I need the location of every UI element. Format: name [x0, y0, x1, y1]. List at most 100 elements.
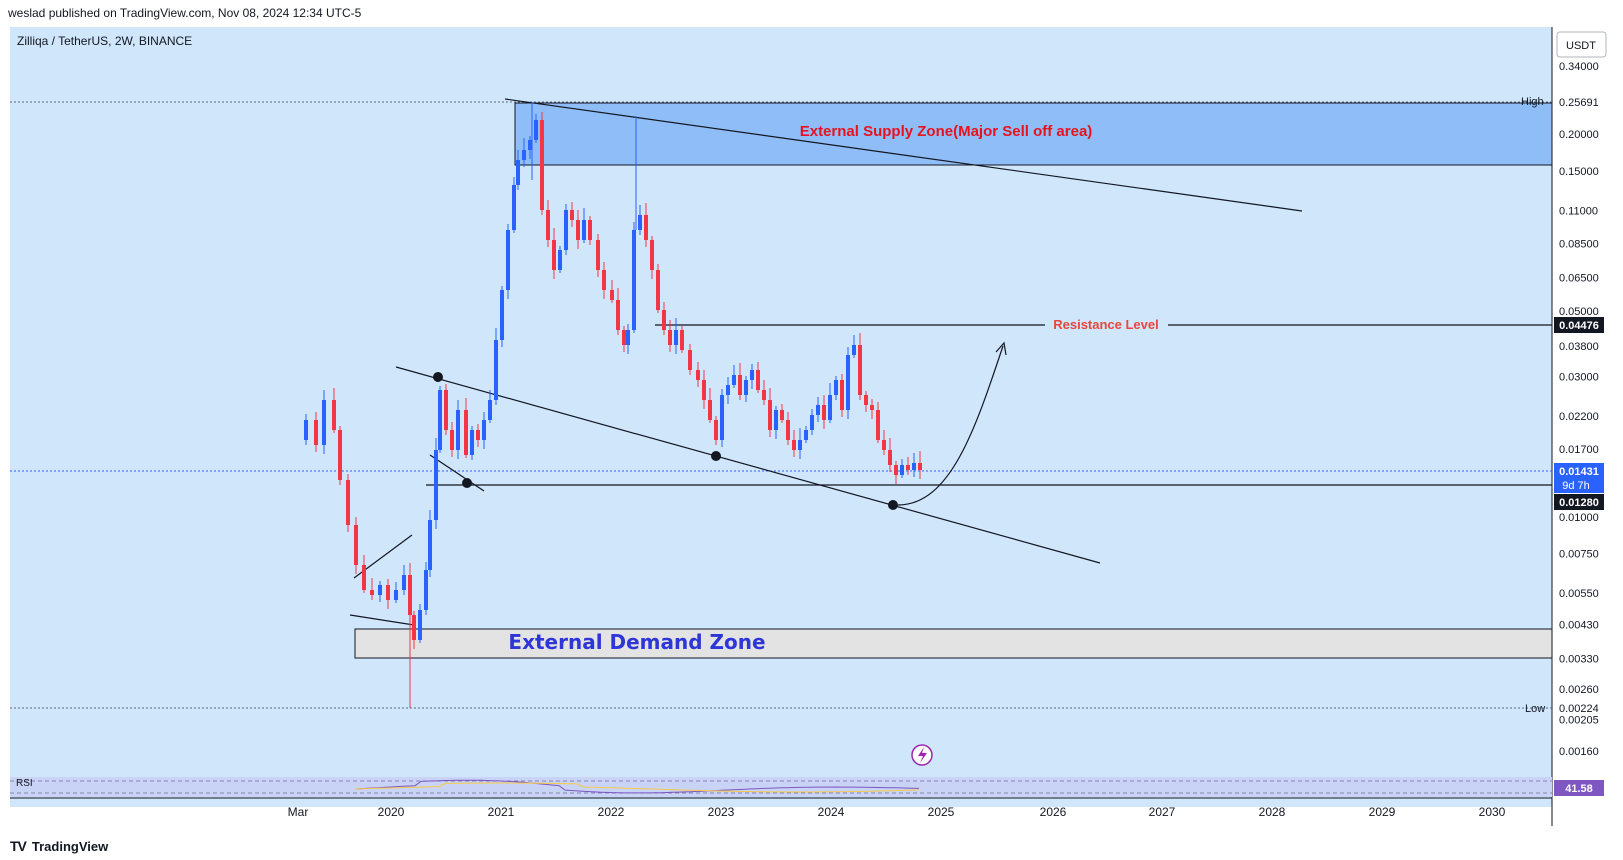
- supply-zone[interactable]: [514, 102, 1553, 166]
- candle-body: [506, 230, 510, 290]
- y-axis-ticks: 0.34000 0.20000 0.15000 0.11000 0.08500 0.065…: [1559, 61, 1599, 758]
- candle-body: [864, 395, 868, 405]
- y-tick-label: 0.11000: [1559, 205, 1598, 217]
- candle-body: [470, 430, 474, 455]
- candle-body: [546, 210, 550, 240]
- y-tick-label: 0.15000: [1559, 166, 1599, 178]
- candle-body: [494, 340, 498, 400]
- candle-body: [918, 463, 922, 470]
- candle-body: [680, 330, 684, 350]
- x-tick-label: 2026: [1040, 805, 1067, 819]
- candle-body: [500, 290, 504, 340]
- candle-body: [792, 440, 796, 450]
- candle-body: [688, 350, 692, 370]
- candle-body: [476, 430, 480, 440]
- candle-body: [834, 380, 838, 395]
- high-label: High: [1521, 96, 1544, 108]
- small-trendline-3[interactable]: [349, 614, 415, 626]
- small-trendline-1[interactable]: [429, 454, 485, 492]
- candle-body: [702, 380, 706, 400]
- y-tick-label: 0.03000: [1559, 371, 1599, 383]
- candle-body: [650, 240, 654, 270]
- pivot-point[interactable]: [711, 451, 721, 461]
- candle-body: [822, 405, 826, 420]
- y-tick-label: 0.00550: [1559, 588, 1599, 600]
- candle-body: [418, 610, 422, 640]
- lightning-glyph: [918, 747, 927, 763]
- candle-body: [540, 120, 544, 210]
- pivot-point[interactable]: [462, 478, 472, 488]
- candle-body: [674, 330, 678, 345]
- high-value: 0.25691: [1559, 97, 1599, 109]
- candle-body: [632, 230, 636, 330]
- candle-body: [840, 380, 844, 410]
- x-tick-label: 2021: [488, 805, 515, 819]
- candle-body: [428, 520, 432, 570]
- low-label: Low: [1525, 703, 1545, 715]
- x-tick-label: 2022: [598, 805, 625, 819]
- demand-zone-label: External Demand Zone: [508, 630, 765, 654]
- candles[interactable]: [304, 102, 922, 708]
- candle-body: [816, 405, 820, 415]
- tradingview-logo[interactable]: TV TradingView: [10, 838, 108, 854]
- rsi-value: 41.58: [1565, 783, 1593, 795]
- candle-body: [602, 270, 606, 290]
- upper-trendline[interactable]: [504, 98, 1303, 212]
- x-tick-label: 2028: [1259, 805, 1286, 819]
- candle-body: [804, 430, 808, 440]
- candle-body: [668, 330, 672, 345]
- x-tick-label: 2025: [928, 805, 955, 819]
- candle-body: [576, 220, 580, 240]
- candle-body: [638, 215, 642, 230]
- candle-body: [370, 590, 374, 595]
- candle-body: [750, 370, 754, 380]
- candle-body: [906, 465, 910, 470]
- price-axis[interactable]: [1552, 27, 1623, 827]
- candle-body: [738, 375, 742, 395]
- currency-button[interactable]: [1556, 31, 1607, 58]
- candle-body: [720, 395, 724, 440]
- pivot-point[interactable]: [888, 500, 898, 510]
- candle-body: [846, 355, 850, 410]
- candle-body: [304, 420, 308, 440]
- y-tick-label: 0.00160: [1559, 746, 1599, 758]
- x-tick-label: 2027: [1149, 805, 1176, 819]
- candle-body: [696, 370, 700, 380]
- candle-body: [408, 575, 412, 615]
- x-tick-label: 2024: [818, 805, 845, 819]
- support-price-tag: [1554, 494, 1604, 510]
- candle-body: [332, 400, 336, 430]
- x-tick-label: 2023: [708, 805, 735, 819]
- candle-body: [362, 565, 366, 590]
- candle-body: [626, 330, 630, 345]
- candle-body: [534, 120, 538, 140]
- demand-zone[interactable]: [354, 628, 1553, 659]
- candle-body: [774, 410, 778, 430]
- pivot-point[interactable]: [433, 372, 443, 382]
- candle-body: [708, 400, 712, 420]
- rsi-pane: [10, 777, 1552, 797]
- candle-body: [582, 220, 586, 240]
- supply-zone-label: External Supply Zone(Major Sell off area…: [800, 123, 1093, 140]
- candle-body: [434, 450, 438, 520]
- candle-body: [894, 465, 898, 475]
- x-tick-label: 2020: [378, 805, 405, 819]
- lower-trendline[interactable]: [395, 366, 1101, 564]
- candle-body: [354, 525, 358, 565]
- publisher-header: weslad published on TradingView.com, Nov…: [8, 6, 362, 20]
- y-tick-label: 0.01000: [1559, 512, 1599, 524]
- projection-curve[interactable]: [897, 345, 1004, 506]
- x-tick-label: 2030: [1479, 805, 1506, 819]
- candle-body: [852, 345, 856, 355]
- candle-body: [900, 465, 904, 475]
- current-price-tag: [1554, 463, 1604, 493]
- resistance-price-value: 0.04476: [1559, 320, 1599, 332]
- candle-body: [512, 185, 516, 230]
- candle-body: [644, 215, 648, 240]
- candle-body: [780, 410, 784, 420]
- y-tick-label: 0.00205: [1559, 714, 1599, 726]
- candle-body: [768, 400, 772, 430]
- candle-body: [858, 345, 862, 395]
- candle-body: [450, 430, 454, 450]
